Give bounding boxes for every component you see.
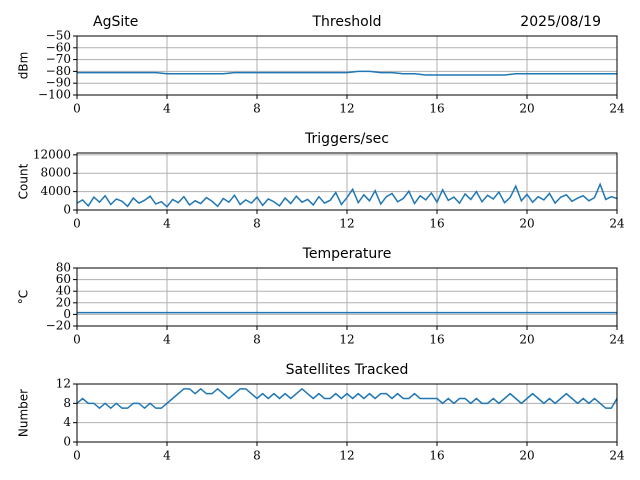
title-right: 2025/08/19 — [520, 14, 601, 30]
y-tick-label: −20 — [46, 319, 71, 333]
y-tick-label: −50 — [46, 29, 71, 43]
y-tick-label: −100 — [38, 88, 71, 102]
y-axis-label: Count — [17, 163, 31, 199]
x-tick-label: 16 — [429, 449, 444, 463]
y-tick-label: 0 — [63, 307, 71, 321]
y-tick-label: −80 — [46, 64, 71, 78]
x-tick-label: 24 — [609, 333, 625, 347]
y-tick-label: 0 — [63, 435, 71, 449]
x-tick-label: 12 — [339, 449, 354, 463]
x-tick-label: 8 — [253, 333, 261, 347]
chart-title: Triggers/sec — [304, 131, 389, 147]
data-line — [76, 182, 618, 208]
x-tick-label: 16 — [429, 333, 444, 347]
x-tick-label: 8 — [253, 449, 261, 463]
x-tick-label: 0 — [73, 333, 81, 347]
x-tick-label: 24 — [609, 102, 625, 116]
y-tick-label: 12000 — [33, 147, 71, 161]
y-tick-label: 4000 — [40, 184, 71, 198]
x-tick-label: 8 — [253, 217, 261, 231]
x-tick-label: 20 — [519, 333, 534, 347]
x-tick-label: 0 — [73, 102, 81, 116]
data-line — [76, 387, 618, 410]
axes-frame — [76, 383, 618, 443]
x-tick-label: 20 — [519, 217, 534, 231]
title-left: AgSite — [93, 14, 138, 30]
x-tick-label: 12 — [339, 102, 354, 116]
y-tick-label: 4 — [63, 415, 71, 429]
x-tick-label: 0 — [73, 217, 81, 231]
chart-title: Threshold — [312, 14, 382, 30]
y-axis-label: °C — [17, 290, 31, 304]
data-line — [77, 70, 617, 76]
axes-frame — [76, 35, 618, 96]
x-tick-label: 4 — [163, 217, 171, 231]
axes-frame — [76, 267, 618, 327]
x-tick-label: 4 — [163, 333, 171, 347]
y-axis-label: Number — [17, 389, 31, 437]
y-tick-label: 8 — [63, 396, 71, 410]
y-tick-label: 40 — [56, 284, 71, 298]
y-tick-label: −70 — [46, 52, 71, 66]
y-tick-label: 80 — [56, 261, 71, 275]
x-tick-label: 24 — [609, 449, 625, 463]
x-tick-label: 12 — [339, 217, 354, 231]
x-tick-label: 0 — [73, 449, 81, 463]
x-tick-label: 20 — [519, 449, 534, 463]
chart-title: Satellites Tracked — [286, 362, 409, 378]
y-tick-label: −60 — [46, 40, 71, 54]
y-axis-label: dBm — [17, 52, 31, 80]
chart-title: Temperature — [302, 246, 392, 262]
x-tick-label: 16 — [429, 102, 444, 116]
x-tick-label: 4 — [163, 449, 171, 463]
x-tick-label: 16 — [429, 217, 444, 231]
x-tick-label: 8 — [253, 102, 261, 116]
axes-frame — [76, 152, 618, 211]
y-tick-label: 0 — [63, 203, 71, 217]
y-tick-label: 8000 — [40, 166, 71, 180]
y-tick-label: 60 — [56, 272, 71, 286]
y-tick-label: 12 — [56, 377, 71, 391]
x-tick-label: 4 — [163, 102, 171, 116]
x-tick-label: 12 — [339, 333, 354, 347]
x-tick-label: 20 — [519, 102, 534, 116]
x-tick-label: 24 — [609, 217, 625, 231]
y-tick-label: 20 — [56, 295, 71, 309]
y-tick-label: −90 — [46, 76, 71, 90]
